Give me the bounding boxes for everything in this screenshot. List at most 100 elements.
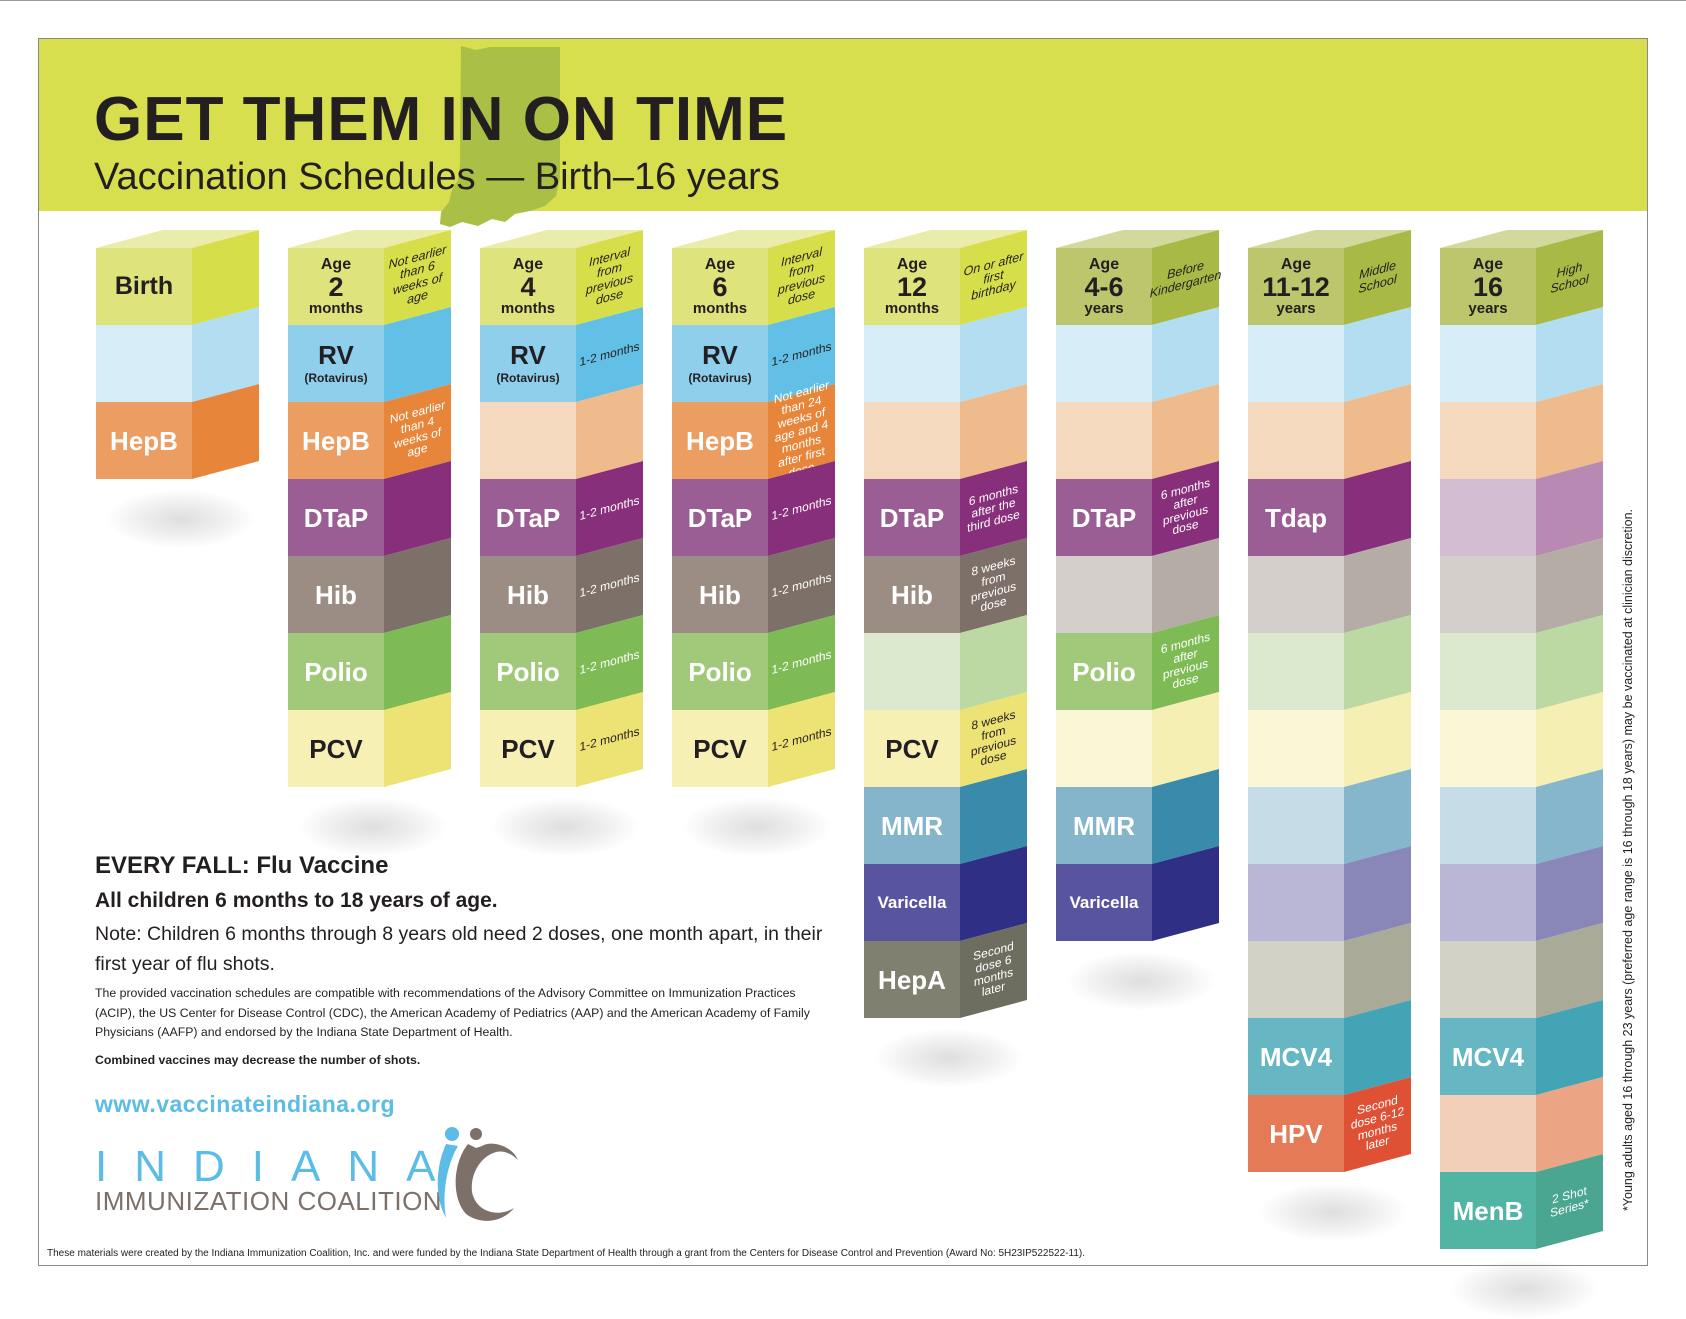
age-value: 6 [712, 271, 728, 302]
age-note-text: Before Kindergarten [1149, 258, 1222, 301]
vaccine-dtap: DTaP [864, 479, 960, 556]
vaccine-label: MCV4 [1259, 1041, 1333, 1072]
age-word: Age [320, 255, 352, 273]
combined-vaccines-note: Combined vaccines may decrease the numbe… [95, 1053, 421, 1067]
coalition-logo-icon [437, 1127, 518, 1221]
vaccine-slot-empty [1440, 325, 1536, 402]
vaccine-label: PCV [309, 733, 363, 764]
vaccine-label: MCV4 [1451, 1041, 1525, 1072]
interval-note: 1-2 months [771, 723, 832, 755]
vaccine-label: DTaP [687, 502, 753, 533]
vaccine-slot-empty [1056, 710, 1152, 787]
vaccine-label: MMR [1072, 810, 1136, 841]
column-shadow [874, 1028, 1024, 1088]
flu-note: Note: Children 6 months through 8 years … [95, 923, 823, 975]
vaccine-hpv: HPV [1248, 1095, 1344, 1172]
vaccine-mcv4: MCV4 [1248, 1018, 1344, 1095]
interval-note: 1-2 months [579, 569, 640, 601]
vaccine-label: Hib [315, 579, 357, 610]
vaccine-dtap: DTaP [288, 479, 384, 556]
vaccine-label: HepB [302, 425, 370, 456]
vaccine-hib: Hib [480, 556, 576, 633]
age-unit: years [1276, 299, 1316, 317]
vaccine-rv: RV (Rotavirus) [288, 325, 384, 402]
vaccine-slot-empty [1440, 710, 1536, 787]
vaccine-rv: RV (Rotavirus) [672, 325, 768, 402]
age-note-text: On or after first birthday [963, 248, 1024, 304]
vaccine-hib: Hib [288, 556, 384, 633]
vaccine-slot-empty [1440, 402, 1536, 479]
vaccine-label: Polio [688, 656, 752, 687]
interval-note: 1-2 months [771, 338, 832, 370]
vaccine-label: DTaP [879, 502, 945, 533]
top-rule [0, 0, 1686, 1]
age-word: Age [1472, 255, 1504, 273]
vaccine-polio: Polio [288, 633, 384, 710]
vaccine-slot-empty [1440, 787, 1536, 864]
vaccine-dtap: DTaP [480, 479, 576, 556]
vaccine-label: PCV [693, 733, 747, 764]
interval-note: 6 months after previous dose [1160, 629, 1211, 692]
website-link[interactable]: www.vaccinateindiana.org [95, 1091, 396, 1117]
interval-note: 8 weeks from previous dose [970, 552, 1017, 615]
vaccine-slot-empty [864, 402, 960, 479]
vaccine-sublabel: (Rotavirus) [304, 371, 368, 385]
vaccine-slot-empty [1056, 325, 1152, 402]
vaccine-label: MMR [880, 810, 944, 841]
vaccine-label: Hib [699, 579, 741, 610]
vaccine-label: RV [702, 340, 738, 370]
interval-note: 1-2 months [771, 646, 832, 678]
vaccine-mmr: MMR [1056, 787, 1152, 864]
age-unit: months [308, 299, 364, 317]
age-word: Age [704, 255, 736, 273]
vaccine-label: HepA [878, 964, 946, 995]
vaccine-slot-empty [1248, 864, 1344, 941]
interval-note: 2 Shot Series* [1550, 1182, 1589, 1220]
age-header: Age 4 months [480, 248, 576, 325]
vaccine-polio: Polio [672, 633, 768, 710]
age-word: Age [1088, 255, 1120, 273]
column-shadow [1258, 1182, 1408, 1242]
vaccine-slot-empty [864, 633, 960, 710]
vaccine-hepb: HepB [288, 402, 384, 479]
vaccine-slot-empty [1056, 556, 1152, 633]
vaccine-sublabel: (Rotavirus) [688, 371, 752, 385]
vaccine-dtap: DTaP [672, 479, 768, 556]
age-value: 16 [1472, 271, 1504, 302]
age-value: 4-6 [1084, 271, 1124, 302]
vaccine-label: HPV [1269, 1118, 1323, 1149]
age-unit: months [500, 299, 556, 317]
vaccine-sublabel: (Rotavirus) [496, 371, 560, 385]
org-name-line1: INDIANA [95, 1142, 463, 1191]
vaccine-hepb: HepB [672, 402, 768, 479]
age-value: 4 [520, 271, 536, 302]
age-header: Age 2 months [288, 248, 384, 325]
vaccine-slot-empty [1440, 479, 1536, 556]
vaccine-slot-empty [1248, 402, 1344, 479]
age-label: Birth [114, 272, 174, 300]
vaccine-dtap: DTaP [1056, 479, 1152, 556]
vaccine-label: Tdap [1264, 502, 1328, 533]
interval-note: 8 weeks from previous dose [970, 706, 1017, 769]
vaccine-dtap: Tdap [1248, 479, 1344, 556]
vaccine-label: Polio [304, 656, 368, 687]
compatibility-text: The provided vaccination schedules are c… [95, 986, 810, 1039]
interval-note: 1-2 months [579, 646, 640, 678]
age-header: Birth [96, 248, 192, 325]
vaccine-slot-empty [480, 402, 576, 479]
vaccine-label: Varicella [1069, 893, 1139, 912]
interval-note: 6 months after the third dose [967, 481, 1020, 536]
vaccine-label: MenB [1452, 1195, 1524, 1226]
vaccine-slot-empty [1440, 864, 1536, 941]
header-band [39, 39, 1647, 211]
vaccine-label: DTaP [495, 502, 561, 533]
vaccine-label: Hib [507, 579, 549, 610]
age-header: Age 4-6 years [1056, 248, 1152, 325]
young-adults-footnote: *Young adults aged 16 through 23 years (… [1621, 508, 1635, 1212]
vaccine-pcv: PCV [672, 710, 768, 787]
vaccine-hepb: HepB [96, 402, 192, 479]
vaccine-varicella: Varicella [864, 864, 960, 941]
column-shadow [1066, 951, 1216, 1011]
vaccine-label: Polio [496, 656, 560, 687]
page-subtitle: Vaccination Schedules — Birth–16 years [94, 156, 780, 198]
